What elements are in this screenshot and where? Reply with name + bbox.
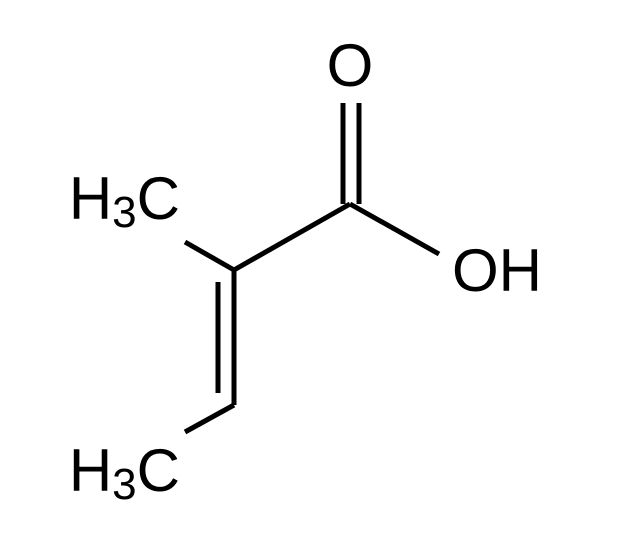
labels-group: O OH H3C H3C	[69, 32, 542, 509]
bond-c-calpha	[234, 204, 350, 270]
molecule-diagram: O OH H3C H3C	[0, 0, 640, 546]
bond-calpha-ch3-top	[185, 242, 234, 270]
bond-c-oh	[350, 204, 439, 254]
label-h3c-bottom: H3C	[69, 437, 180, 509]
bonds-group	[185, 103, 439, 432]
label-o-carbonyl: O	[327, 32, 374, 99]
label-oh: OH	[452, 237, 542, 304]
bond-cbeta-ch3-bottom	[185, 405, 234, 432]
label-h3c-top: H3C	[69, 165, 180, 237]
